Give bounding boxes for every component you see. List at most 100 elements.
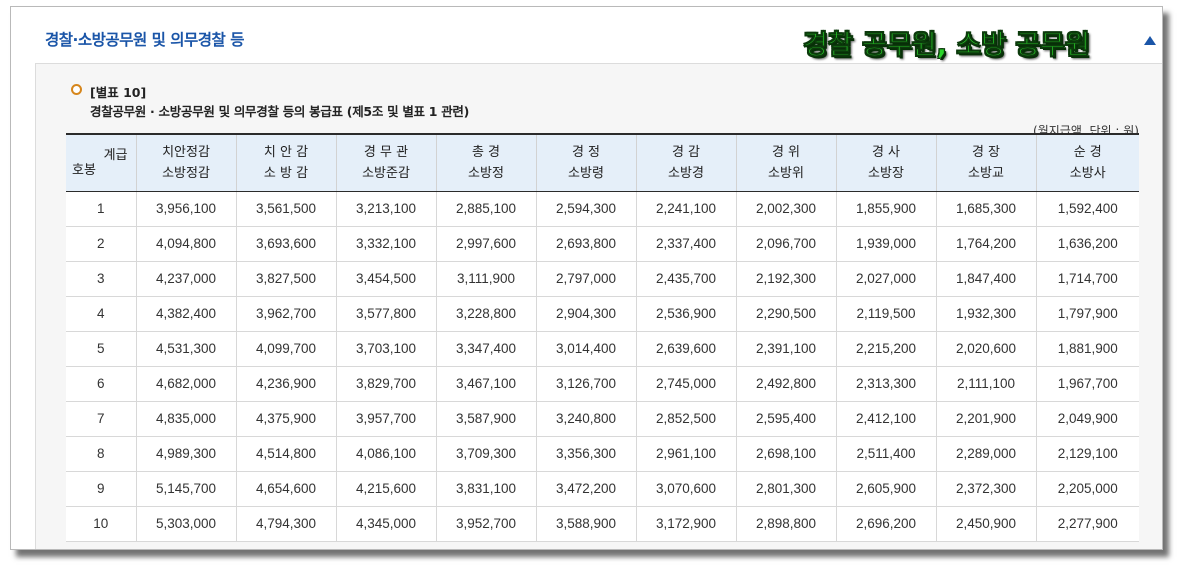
salary-cell: 3,709,300 (435, 436, 536, 472)
salary-cell: 2,492,800 (735, 366, 836, 402)
salary-cell: 2,020,600 (935, 331, 1036, 367)
salary-cell: 4,237,000 (135, 261, 236, 297)
salary-cell: 2,313,300 (835, 366, 936, 402)
salary-cell: 2,536,900 (635, 296, 736, 332)
salary-cell: 4,375,900 (235, 401, 336, 437)
salary-cell: 2,898,800 (735, 506, 836, 542)
salary-cell: 1,636,200 (1035, 226, 1139, 262)
salary-cell: 3,962,700 (235, 296, 336, 332)
step-cell: 6 (66, 366, 136, 402)
salary-cell: 3,829,700 (335, 366, 436, 402)
step-cell: 9 (66, 471, 136, 507)
salary-cell: 2,852,500 (635, 401, 736, 437)
salary-cell: 3,213,100 (335, 191, 436, 227)
salary-cell: 1,685,300 (935, 191, 1036, 227)
column-header: 경 무 관 소방준감 (335, 133, 436, 192)
salary-cell: 3,111,900 (435, 261, 536, 297)
salary-cell: 3,240,800 (535, 401, 636, 437)
salary-cell: 2,961,100 (635, 436, 736, 472)
salary-cell: 4,794,300 (235, 506, 336, 542)
table-row: 1 3,956,100 3,561,500 3,213,100 2,885,100 2,5… (66, 191, 1139, 227)
step-cell: 2 (66, 226, 136, 262)
column-header: 순 경 소방사 (1035, 133, 1139, 192)
salary-cell: 3,577,800 (335, 296, 436, 332)
salary-cell: 4,835,000 (135, 401, 236, 437)
salary-cell: 3,467,100 (435, 366, 536, 402)
salary-cell: 2,372,300 (935, 471, 1036, 507)
step-cell: 7 (66, 401, 136, 437)
table-row: 10 5,303,000 4,794,300 4,345,000 3,952,700 3,… (66, 506, 1139, 542)
salary-cell: 2,594,300 (535, 191, 636, 227)
salary-cell: 2,241,100 (635, 191, 736, 227)
salary-cell: 3,347,400 (435, 331, 536, 367)
salary-cell: 4,531,300 (135, 331, 236, 367)
salary-cell: 5,145,700 (135, 471, 236, 507)
salary-cell: 2,435,700 (635, 261, 736, 297)
triangle-up-icon[interactable] (1144, 36, 1156, 45)
table-row: 7 4,835,000 4,375,900 3,957,700 3,587,900 3,2… (66, 401, 1139, 437)
salary-cell: 1,939,000 (835, 226, 936, 262)
salary-cell: 3,014,400 (535, 331, 636, 367)
salary-cell: 2,027,000 (835, 261, 936, 297)
salary-cell: 1,764,200 (935, 226, 1036, 262)
step-cell: 4 (66, 296, 136, 332)
circle-bullet-icon (71, 84, 82, 95)
salary-cell: 1,967,700 (1035, 366, 1139, 402)
salary-cell: 3,454,500 (335, 261, 436, 297)
salary-cell: 2,997,600 (435, 226, 536, 262)
column-header: 경 감 소방경 (635, 133, 736, 192)
step-cell: 10 (66, 506, 136, 542)
step-cell: 8 (66, 436, 136, 472)
salary-cell: 2,290,500 (735, 296, 836, 332)
salary-cell: 1,592,400 (1035, 191, 1139, 227)
salary-cell: 3,952,700 (435, 506, 536, 542)
salary-cell: 4,989,300 (135, 436, 236, 472)
table-row: 5 4,531,300 4,099,700 3,703,100 3,347,400 3,0… (66, 331, 1139, 367)
salary-cell: 3,957,700 (335, 401, 436, 437)
column-header: 치안정감 소방정감 (135, 133, 236, 192)
salary-cell: 2,412,100 (835, 401, 936, 437)
table-body: 1 3,956,100 3,561,500 3,213,100 2,885,100 2,5… (66, 191, 1139, 542)
salary-cell: 2,002,300 (735, 191, 836, 227)
salary-cell: 3,956,100 (135, 191, 236, 227)
table-row: 3 4,237,000 3,827,500 3,454,500 3,111,900 2,7… (66, 261, 1139, 297)
salary-cell: 3,693,600 (235, 226, 336, 262)
salary-cell: 3,356,300 (535, 436, 636, 472)
salary-cell: 4,345,000 (335, 506, 436, 542)
salary-cell: 2,698,100 (735, 436, 836, 472)
column-header: 경 정 소방령 (535, 133, 636, 192)
salary-cell: 2,745,000 (635, 366, 736, 402)
salary-cell: 3,588,900 (535, 506, 636, 542)
salary-cell: 5,303,000 (135, 506, 236, 542)
salary-cell: 2,605,900 (835, 471, 936, 507)
salary-cell: 2,797,000 (535, 261, 636, 297)
column-header: 총 경 소방정 (435, 133, 536, 192)
salary-cell: 4,086,100 (335, 436, 436, 472)
step-cell: 5 (66, 331, 136, 367)
salary-cell: 4,236,900 (235, 366, 336, 402)
salary-cell: 2,511,400 (835, 436, 936, 472)
salary-cell: 4,682,000 (135, 366, 236, 402)
document-frame: 경찰·소방공무원 및 의무경찰 등 경찰 공무원, 소방 공무원 [별표 10]… (10, 6, 1163, 550)
salary-cell: 2,391,100 (735, 331, 836, 367)
salary-cell: 2,277,900 (1035, 506, 1139, 542)
rank-label: 계급 (103, 148, 128, 163)
salary-cell: 2,119,500 (835, 296, 936, 332)
step-cell: 3 (66, 261, 136, 297)
salary-cell: 2,096,700 (735, 226, 836, 262)
salary-cell: 2,904,300 (535, 296, 636, 332)
salary-cell: 4,654,600 (235, 471, 336, 507)
salary-cell: 2,693,800 (535, 226, 636, 262)
salary-cell: 4,215,600 (335, 471, 436, 507)
salary-cell: 4,382,400 (135, 296, 236, 332)
salary-cell: 3,587,900 (435, 401, 536, 437)
salary-cell: 3,228,800 (435, 296, 536, 332)
salary-cell: 1,932,300 (935, 296, 1036, 332)
salary-cell: 2,696,200 (835, 506, 936, 542)
salary-cell: 2,337,400 (635, 226, 736, 262)
salary-cell: 1,714,700 (1035, 261, 1139, 297)
salary-cell: 1,881,900 (1035, 331, 1139, 367)
salary-cell: 1,855,900 (835, 191, 936, 227)
salary-cell: 2,205,000 (1035, 471, 1139, 507)
salary-cell: 2,215,200 (835, 331, 936, 367)
